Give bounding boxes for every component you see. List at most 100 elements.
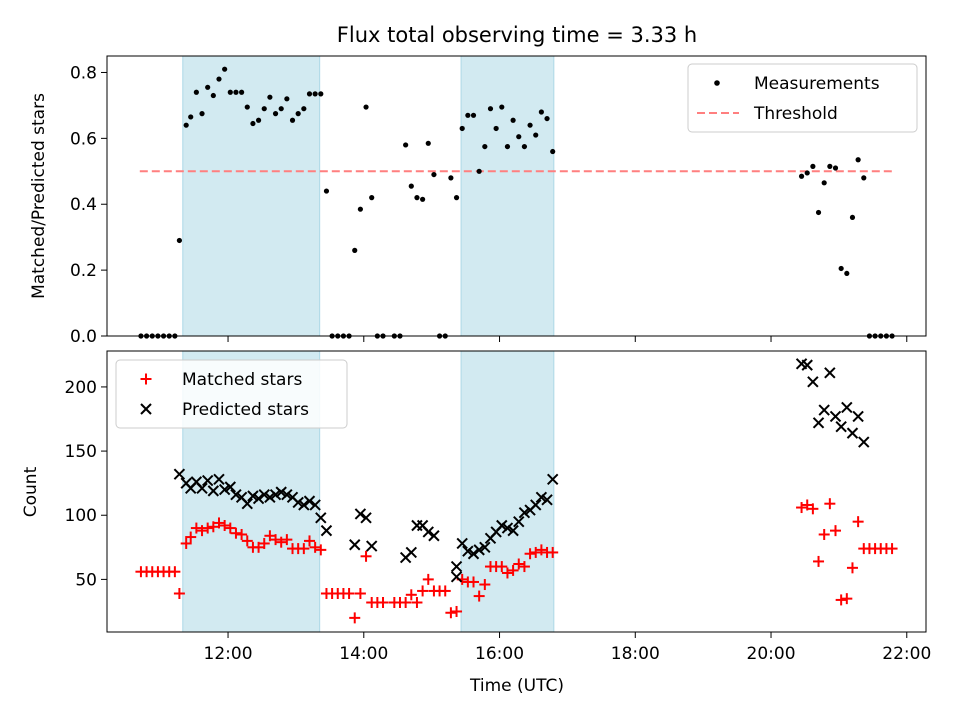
x-stroke [795, 358, 808, 370]
x-stroke [315, 512, 327, 524]
matched-stars-series [135, 498, 898, 624]
x-stroke [479, 541, 491, 554]
x-stroke [405, 546, 418, 559]
x-stroke [230, 489, 242, 501]
predicted-star-point [496, 519, 508, 532]
matched-star-point [846, 562, 858, 574]
x-stroke [303, 495, 316, 507]
legend-measurements-label: Measurements [754, 74, 880, 94]
matched-star-point [824, 498, 836, 510]
measurement-point [289, 117, 296, 123]
legend-x-glyph [140, 403, 152, 415]
top-y-axis-label: Matched/Predicted stars [29, 93, 49, 299]
matched-star-point [479, 579, 491, 591]
predicted-star-point [213, 473, 225, 486]
measurement-point [205, 84, 211, 90]
top-legend-box [687, 63, 918, 133]
measurement-point [504, 143, 511, 150]
predicted-star-point [507, 524, 519, 537]
bottom-x-tick-label: 20:00 [747, 644, 796, 664]
predicted-star-point [824, 367, 836, 379]
x-stroke [241, 497, 253, 510]
top-y-tick-label: 0.2 [70, 261, 97, 281]
predicted-star-point [241, 497, 253, 510]
legend-matched-label: Matched stars [182, 370, 302, 390]
x-axis-label: Time (UTC) [469, 676, 564, 696]
measurement-point [798, 173, 805, 179]
x-stroke [258, 489, 270, 501]
top-legend: Measurements Threshold [687, 63, 918, 133]
matched-star-point [236, 528, 248, 540]
matched-star-point [841, 593, 853, 605]
bottom-y-tick-label: 100 [65, 506, 97, 526]
matched-star-point [518, 561, 530, 573]
measurement-point [510, 117, 516, 123]
measurement-point [544, 115, 550, 122]
measurement-point [550, 148, 556, 155]
matched-star-point [405, 589, 417, 601]
measurement-point [267, 94, 273, 100]
predicted-star-point [473, 544, 485, 556]
predicted-star-point [252, 492, 265, 505]
top-shaded-interval [460, 55, 555, 337]
matched-star-point [343, 588, 355, 600]
x-stroke [173, 468, 186, 480]
top-y-tick-label: 0.8 [70, 63, 97, 83]
x-stroke [818, 404, 830, 416]
bottom-x-tick-label: 18:00 [611, 644, 660, 664]
measurement-point [222, 66, 228, 72]
measurement-point [227, 89, 233, 95]
top-y-ticks: 0.0 0.2 0.4 0.6 0.8 [70, 63, 107, 347]
x-stroke [535, 491, 548, 503]
predicted-star-point [546, 473, 559, 486]
x-stroke [207, 485, 220, 497]
predicted-star-point [535, 491, 548, 503]
bottom-x-ticks: 12:00 14:00 16:00 18:00 20:00 22:00 [204, 632, 931, 664]
measurement-point [420, 196, 426, 202]
predicted-star-point [450, 560, 463, 573]
x-stroke [846, 427, 859, 439]
measurement-point [470, 112, 477, 118]
matched-star-point [813, 555, 825, 567]
measurement-point [448, 175, 454, 181]
chart-title: Flux total observing time = 3.33 h [337, 23, 697, 47]
x-stroke [218, 483, 231, 496]
matched-star-point [524, 548, 536, 560]
x-stroke [473, 544, 485, 556]
bottom-plot-frame [106, 350, 927, 633]
predicted-star-point [462, 545, 474, 557]
x-stroke [252, 492, 265, 505]
predicted-star-point [513, 515, 525, 528]
matched-star-point [801, 499, 813, 511]
x-stroke [807, 376, 819, 388]
predicted-star-point [315, 512, 327, 524]
measurement-point [199, 111, 205, 117]
matched-star-point [275, 536, 287, 548]
predicted-star-point [218, 483, 231, 496]
x-stroke [824, 367, 836, 379]
measurement-point [210, 92, 216, 99]
predicted-star-point [541, 494, 553, 506]
bottom-y-tick-label: 150 [65, 442, 97, 462]
x-stroke [298, 499, 310, 511]
legend-measurements-marker [714, 80, 720, 86]
measurement-point [250, 120, 256, 127]
bottom-y-axis-label: Count [21, 466, 41, 517]
predicted-star-point [258, 489, 270, 501]
measurement-point [453, 195, 460, 201]
x-stroke [456, 537, 468, 550]
measurement-point [487, 106, 494, 112]
predicted-star-point [230, 489, 242, 501]
matched-star-point [180, 537, 192, 549]
predicted-star-point [829, 410, 842, 423]
bottom-y-tick-label: 50 [75, 570, 97, 590]
measurement-point [188, 114, 194, 120]
matched-star-point [535, 544, 547, 556]
measurement-point [272, 111, 279, 117]
measurement-point [821, 180, 827, 186]
x-stroke [546, 473, 559, 486]
measurement-point [414, 195, 420, 201]
measurement-point [493, 125, 499, 132]
x-stroke [507, 524, 519, 537]
predicted-star-point [173, 468, 186, 480]
